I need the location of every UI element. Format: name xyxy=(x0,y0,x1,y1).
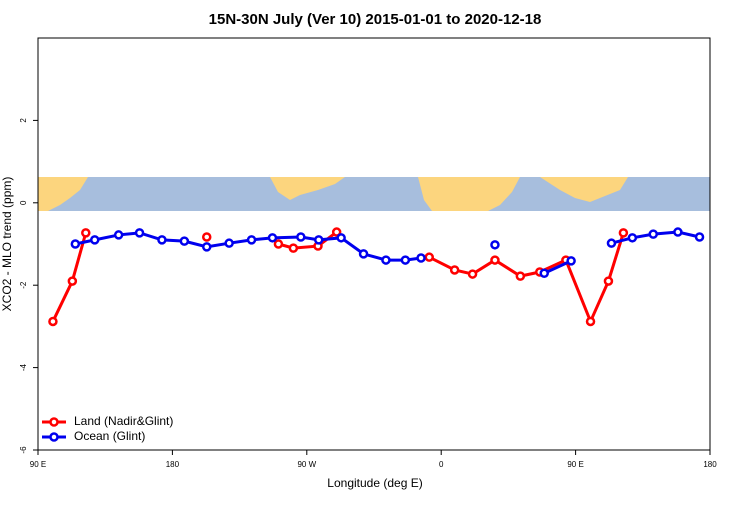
series-line xyxy=(75,230,700,275)
point xyxy=(400,255,411,265)
y-tick-label: 2 xyxy=(19,118,28,123)
point xyxy=(424,252,435,262)
x-tick-label: 90 E xyxy=(30,460,46,469)
map-strip xyxy=(38,177,710,211)
x-tick-label: 180 xyxy=(703,460,717,469)
chart-title: 15N-30N July (Ver 10) 2015-01-01 to 2020… xyxy=(209,11,542,28)
point xyxy=(358,249,369,259)
point xyxy=(313,235,324,245)
x-axis-label: Longitude (deg E) xyxy=(327,476,422,490)
y-tick-label: -6 xyxy=(19,446,28,454)
point xyxy=(336,233,346,243)
y-axis-label: XCO2 - MLO trend (ppm) xyxy=(0,177,14,312)
point xyxy=(67,276,78,286)
x-tick-label: 90 W xyxy=(297,460,316,469)
legend-label: Ocean (Glint) xyxy=(74,429,145,443)
point xyxy=(224,238,234,248)
point xyxy=(48,316,58,327)
point xyxy=(70,239,81,249)
series-line xyxy=(51,230,625,326)
point xyxy=(648,229,659,239)
point xyxy=(490,255,500,265)
point xyxy=(618,228,629,238)
point xyxy=(539,268,549,279)
point xyxy=(606,238,617,248)
x-tick-label: 0 xyxy=(439,460,444,469)
point xyxy=(134,228,145,238)
point xyxy=(566,256,576,266)
point xyxy=(113,230,124,240)
point xyxy=(331,227,342,237)
point xyxy=(490,240,500,250)
point xyxy=(381,255,391,265)
y-tick-label: -4 xyxy=(19,363,28,371)
point xyxy=(157,235,167,245)
point xyxy=(627,233,638,243)
point xyxy=(694,232,705,242)
legend-label: Land (Nadir&Glint) xyxy=(74,414,173,428)
y-tick-label: -2 xyxy=(19,281,28,289)
point xyxy=(416,253,426,263)
point xyxy=(201,242,212,252)
x-tick-label: 90 E xyxy=(567,460,583,469)
y-tick-label: 0 xyxy=(19,200,28,205)
point xyxy=(515,271,526,281)
point xyxy=(673,227,683,237)
point xyxy=(246,235,257,245)
x-tick-label: 180 xyxy=(166,460,180,469)
point xyxy=(273,239,284,249)
point xyxy=(201,232,212,242)
point xyxy=(179,236,190,246)
point xyxy=(267,233,278,243)
point xyxy=(603,276,614,286)
point xyxy=(89,235,100,245)
point xyxy=(467,269,478,279)
point xyxy=(585,316,596,327)
point xyxy=(81,228,91,238)
point xyxy=(288,243,299,253)
point xyxy=(449,265,460,275)
point xyxy=(296,232,306,242)
legend-marker xyxy=(49,417,59,427)
plot-frame xyxy=(37,37,711,451)
legend-marker xyxy=(49,432,59,442)
